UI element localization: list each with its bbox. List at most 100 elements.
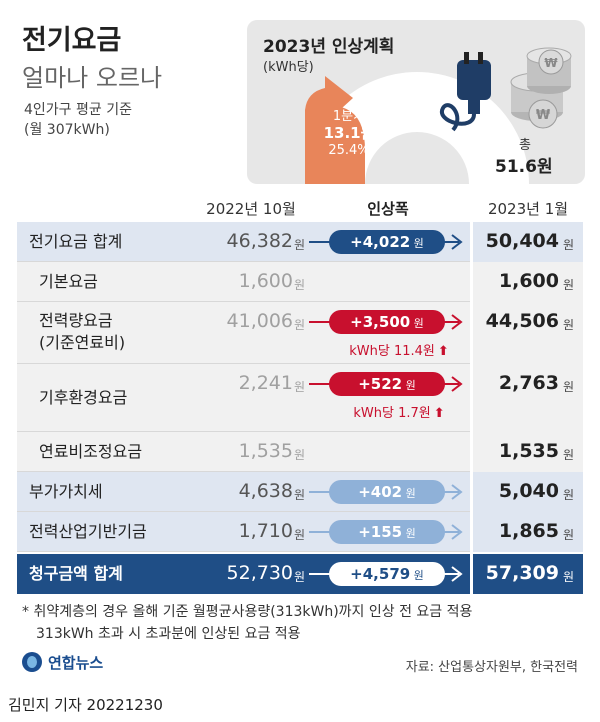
row-label-text: 전력량요금 (39, 311, 113, 330)
row-bg-after (473, 472, 583, 512)
byline: 김민지 기자 20221230 (8, 696, 163, 714)
unit-before: 원 (294, 448, 306, 462)
q1-pct: 25.4% (328, 143, 370, 158)
row-divider (17, 511, 470, 512)
value-before: 1,710 (238, 520, 293, 542)
table-row: 청구금액 합계 52,730 원 57,309 원 +4,579 원 (17, 554, 583, 594)
value-before: 1,535 (238, 440, 293, 462)
arrow-head (451, 376, 463, 392)
row-label-text: 기후환경요금 (39, 388, 128, 407)
basis-line-1: 4인가구 평균 기준 (24, 102, 132, 118)
row-divider (17, 261, 470, 262)
arrow-head (451, 566, 463, 582)
row-label: 청구금액 합계 (29, 563, 123, 585)
row-bg-after (473, 554, 583, 594)
col-head-after: 2023년 1월 (487, 200, 569, 218)
value-before: 1,600 (238, 270, 293, 292)
row-bg-after (473, 262, 583, 302)
change-unit: 원 (402, 379, 416, 392)
unit-after: 원 (562, 278, 574, 292)
row-label: 전기요금 합계 (29, 231, 122, 253)
col-head-change: 인상폭 (367, 200, 409, 218)
value-after: 44,506 (485, 310, 559, 332)
change-pill: +155 원 (329, 520, 445, 544)
change-unit: 원 (410, 237, 424, 250)
footnote-line-1: * 취약계층의 경우 올해 기준 월평균사용량(313kWh)까지 인상 전 요… (22, 604, 473, 620)
value-after: 2,763 (498, 372, 559, 394)
unit-after: 원 (562, 570, 574, 584)
unit-after: 원 (562, 380, 574, 394)
change-pill: +4,579 원 (329, 562, 445, 586)
value-after: 57,309 (485, 562, 559, 584)
unit-before: 원 (294, 380, 306, 394)
row-divider (17, 301, 470, 302)
unit-before: 원 (294, 318, 306, 332)
value-after: 1,600 (498, 270, 559, 292)
table-row: 기본요금 1,600 원 1,600 원 (17, 262, 583, 302)
value-before: 52,730 (226, 562, 293, 584)
value-before: 41,006 (226, 310, 293, 332)
plan-gauge: ₩ ₩ (305, 47, 572, 184)
coins-icon: ₩ ₩ (510, 47, 572, 129)
rate-note-text: kWh당 11.4원 (349, 344, 435, 359)
arrow-head (451, 484, 463, 500)
unit-after: 원 (562, 528, 574, 542)
row-label: 기후환경요금 (39, 387, 127, 409)
row-label-text: 청구금액 합계 (29, 564, 123, 583)
logo-text: 연합뉴스 (48, 654, 104, 672)
rate-note: kWh당 1.7원 ⬆ (329, 402, 469, 421)
page-title: 전기요금 (22, 25, 122, 56)
col-head-before: 2022년 10월 (206, 200, 296, 218)
row-label-text: 부가가치세 (29, 482, 103, 501)
table-row: 기후환경요금 2,241 원 2,763 원 +522 원 kWh당 1.7원 ⬆ (17, 364, 583, 432)
q1-block: 1분기 13.1원 25.4% (319, 108, 379, 159)
change-pill: +3,500 원 (329, 310, 445, 334)
row-bg-after (473, 512, 583, 552)
unit-after: 원 (562, 238, 574, 252)
change-value: +3,500 (350, 313, 411, 331)
gauge-q1-arrow (305, 76, 365, 184)
change-pill: +4,022 원 (329, 230, 445, 254)
svg-text:₩: ₩ (544, 56, 558, 70)
row-divider (17, 363, 470, 364)
unit-after: 원 (562, 318, 574, 332)
q1-value: 13.1원 (323, 124, 375, 142)
table-row: 전기요금 합계 46,382 원 50,404 원 +4,022 원 (17, 222, 583, 262)
change-unit: 원 (410, 317, 424, 330)
plan-unit: (kWh당) (263, 60, 314, 75)
table-row: 연료비조정요금 1,535 원 1,535 원 (17, 432, 583, 472)
change-value: +4,579 (350, 565, 411, 583)
row-bg-after (473, 432, 583, 472)
row-label-text: 연료비조정요금 (39, 442, 143, 461)
value-after: 1,865 (498, 520, 559, 542)
change-unit: 원 (410, 569, 424, 582)
value-before: 2,241 (238, 372, 293, 394)
unit-after: 원 (562, 488, 574, 502)
q1-label: 1분기 (332, 109, 366, 124)
row-label: 전력량요금 (기준연료비) (39, 310, 125, 354)
arrow-head (451, 524, 463, 540)
change-value: +155 (358, 523, 403, 541)
row-bg-after (473, 364, 583, 432)
plan-panel: ₩ ₩ 2023년 인상계획 (kWh당) 1분기 13.1원 25.4% 총 … (247, 20, 585, 184)
unit-after: 원 (562, 448, 574, 462)
basis-note: 4인가구 평균 기준 (월 307kWh) (24, 100, 132, 140)
value-after: 5,040 (498, 480, 559, 502)
row-label-text: 기본요금 (39, 272, 98, 291)
row-label: 기본요금 (39, 271, 98, 293)
page-subtitle: 얼마나 오르나 (22, 64, 163, 92)
value-after: 50,404 (485, 230, 559, 252)
change-value: +522 (358, 375, 403, 393)
svg-text:₩: ₩ (536, 108, 551, 123)
basis-line-2: (월 307kWh) (24, 122, 110, 138)
change-unit: 원 (402, 487, 416, 500)
unit-before: 원 (294, 278, 306, 292)
row-divider (17, 551, 470, 552)
up-arrow-icon: ⬆ (433, 406, 445, 421)
arrow-head (451, 314, 463, 330)
row-bg-after (473, 302, 583, 364)
row-label: 부가가치세 (29, 481, 103, 503)
row-divider (17, 431, 470, 432)
value-before: 4,638 (238, 480, 293, 502)
value-before: 46,382 (226, 230, 293, 252)
